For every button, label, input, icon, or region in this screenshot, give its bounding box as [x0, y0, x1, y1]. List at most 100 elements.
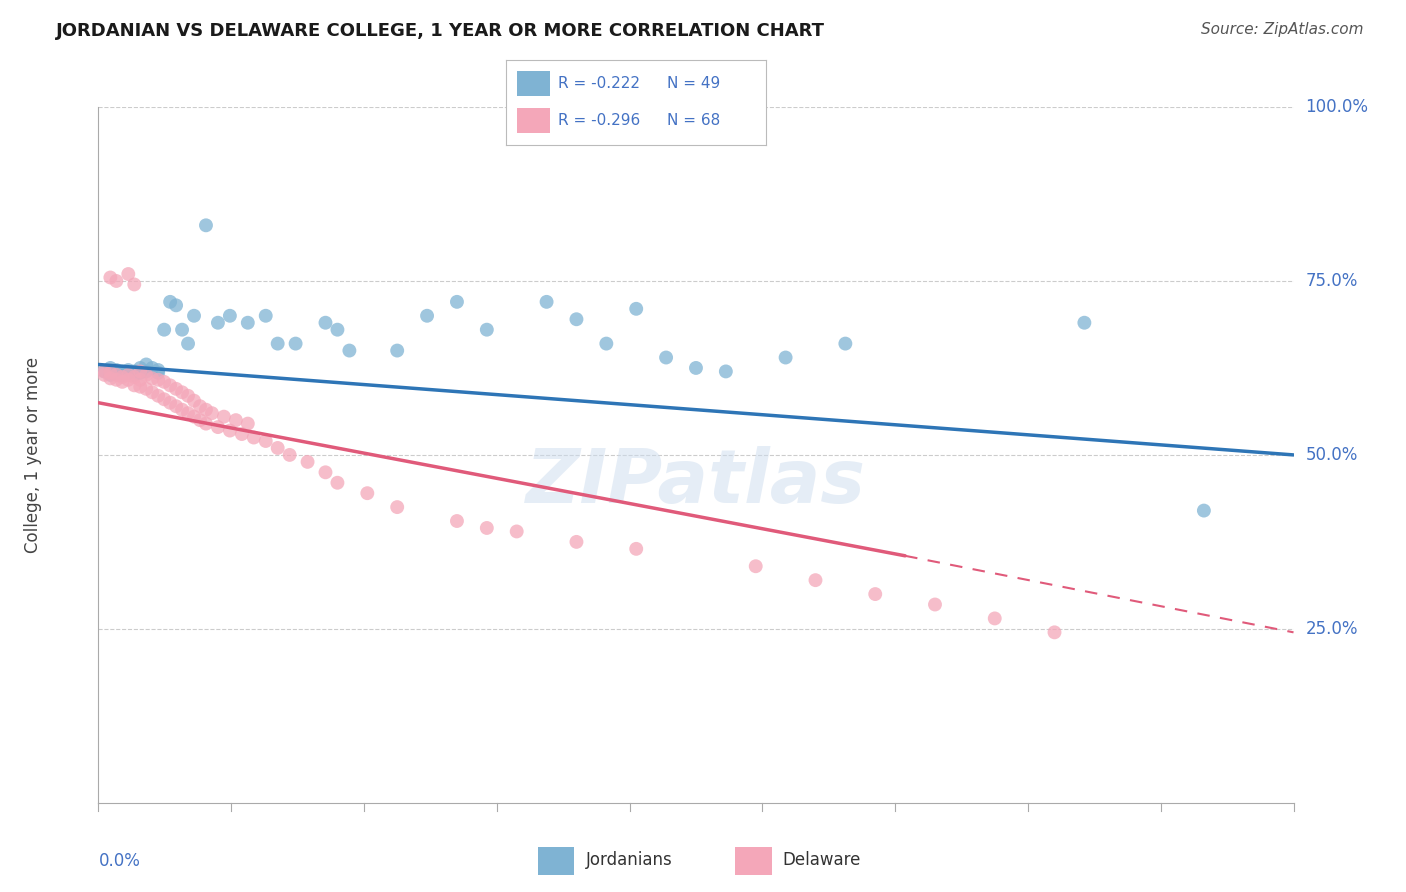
Point	[267, 336, 290, 351]
Point	[177, 389, 200, 403]
Point	[135, 382, 157, 396]
Point	[267, 441, 290, 455]
Point	[685, 360, 707, 375]
Point	[93, 364, 115, 378]
Text: ZIPatlas: ZIPatlas	[526, 446, 866, 519]
Point	[135, 368, 157, 382]
Point	[183, 409, 205, 424]
Point	[356, 486, 378, 500]
Point	[446, 514, 468, 528]
Point	[475, 323, 498, 337]
Point	[1073, 316, 1095, 330]
Point	[188, 399, 211, 413]
Text: 25.0%: 25.0%	[1305, 620, 1358, 638]
Point	[129, 373, 152, 387]
Point	[506, 524, 529, 539]
Point	[172, 402, 194, 417]
Point	[207, 420, 229, 434]
Point	[236, 316, 259, 330]
Point	[565, 312, 588, 326]
Point	[117, 373, 139, 387]
Point	[219, 424, 242, 438]
Point	[124, 364, 146, 378]
Point	[624, 541, 647, 556]
Point	[148, 389, 170, 403]
Point	[98, 371, 122, 385]
Point	[148, 373, 170, 387]
Point	[804, 573, 827, 587]
Point	[98, 360, 122, 375]
Point	[111, 375, 134, 389]
Point	[446, 294, 468, 309]
Point	[565, 535, 588, 549]
Point	[135, 358, 157, 372]
Point	[124, 370, 146, 384]
Text: Source: ZipAtlas.com: Source: ZipAtlas.com	[1201, 22, 1364, 37]
Point	[236, 417, 259, 431]
Point	[93, 364, 115, 378]
Point	[148, 366, 170, 380]
Point	[177, 406, 200, 420]
Text: 0.0%: 0.0%	[98, 852, 141, 870]
Point	[165, 382, 187, 396]
Point	[745, 559, 768, 574]
Point	[1043, 625, 1066, 640]
Point	[111, 370, 134, 384]
Bar	[735, 847, 772, 875]
Point	[983, 611, 1005, 625]
Point	[105, 373, 128, 387]
Point	[231, 427, 253, 442]
Point	[141, 360, 163, 375]
Text: JORDANIAN VS DELAWARE COLLEGE, 1 YEAR OR MORE CORRELATION CHART: JORDANIAN VS DELAWARE COLLEGE, 1 YEAR OR…	[56, 22, 825, 40]
Point	[183, 393, 205, 408]
Point	[105, 366, 128, 380]
Point	[159, 396, 181, 410]
Point	[595, 336, 617, 351]
Point	[165, 399, 187, 413]
Point	[194, 402, 218, 417]
Point	[141, 371, 163, 385]
Bar	[516, 70, 550, 96]
Point	[624, 301, 647, 316]
Bar	[516, 108, 550, 134]
Point	[105, 363, 128, 377]
Point	[172, 385, 194, 400]
Point	[254, 434, 277, 448]
Point	[129, 380, 152, 394]
Text: N = 68: N = 68	[668, 113, 721, 128]
Point	[183, 309, 205, 323]
Point	[141, 385, 163, 400]
Text: Jordanians: Jordanians	[585, 851, 672, 869]
Text: 50.0%: 50.0%	[1305, 446, 1358, 464]
Point	[655, 351, 678, 365]
Point	[1192, 503, 1215, 517]
Point	[385, 343, 409, 358]
Point	[98, 368, 122, 382]
Point	[124, 368, 146, 382]
Point	[536, 294, 558, 309]
Point	[475, 521, 498, 535]
Point	[148, 363, 170, 377]
Point	[326, 323, 349, 337]
Text: R = -0.222: R = -0.222	[558, 76, 640, 91]
Point	[98, 366, 122, 380]
Point	[172, 323, 194, 337]
Point	[124, 277, 146, 292]
Point	[416, 309, 439, 323]
Point	[194, 219, 218, 233]
Text: 75.0%: 75.0%	[1305, 272, 1358, 290]
Point	[117, 368, 139, 382]
Point	[284, 336, 307, 351]
Point	[207, 316, 229, 330]
Text: Delaware: Delaware	[783, 851, 862, 869]
Point	[385, 500, 409, 514]
Point	[117, 363, 139, 377]
Point	[225, 413, 247, 427]
Point	[124, 378, 146, 392]
Point	[93, 368, 115, 382]
Point	[111, 368, 134, 382]
Point	[165, 298, 187, 312]
Bar	[538, 847, 575, 875]
Point	[315, 316, 337, 330]
Text: College, 1 year or more: College, 1 year or more	[24, 357, 42, 553]
